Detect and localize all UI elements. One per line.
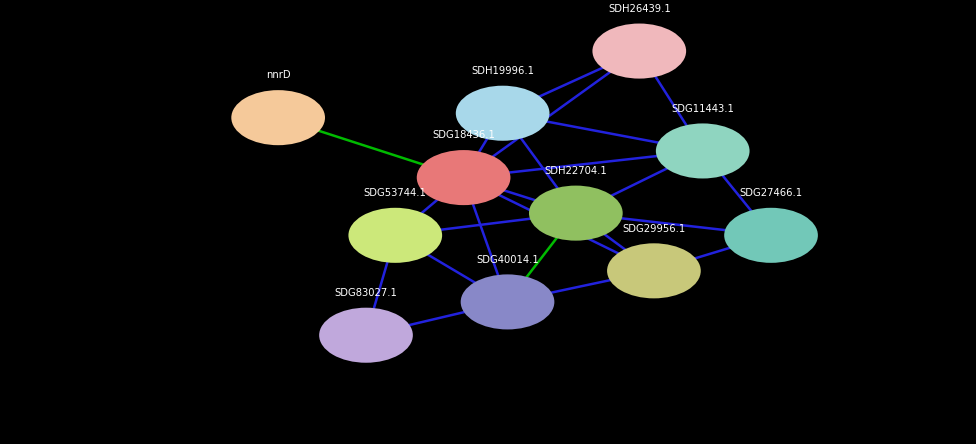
Ellipse shape bbox=[348, 208, 442, 263]
Ellipse shape bbox=[592, 24, 686, 79]
Ellipse shape bbox=[461, 274, 554, 329]
Text: SDG29956.1: SDG29956.1 bbox=[623, 223, 685, 234]
Text: SDG53744.1: SDG53744.1 bbox=[364, 188, 427, 198]
Ellipse shape bbox=[656, 123, 750, 178]
Ellipse shape bbox=[607, 243, 701, 298]
Text: SDH22704.1: SDH22704.1 bbox=[545, 166, 607, 176]
Ellipse shape bbox=[529, 186, 623, 241]
Text: SDG18436.1: SDG18436.1 bbox=[432, 130, 495, 140]
Text: SDG11443.1: SDG11443.1 bbox=[671, 103, 734, 114]
Ellipse shape bbox=[231, 90, 325, 145]
Text: SDG83027.1: SDG83027.1 bbox=[335, 288, 397, 298]
Ellipse shape bbox=[417, 150, 510, 205]
Text: SDG40014.1: SDG40014.1 bbox=[476, 254, 539, 265]
Text: SDH26439.1: SDH26439.1 bbox=[608, 4, 671, 14]
Ellipse shape bbox=[319, 308, 413, 363]
Text: SDG27466.1: SDG27466.1 bbox=[740, 188, 802, 198]
Ellipse shape bbox=[724, 208, 818, 263]
Ellipse shape bbox=[456, 86, 549, 141]
Text: SDH19996.1: SDH19996.1 bbox=[471, 66, 534, 76]
Text: nnrD: nnrD bbox=[265, 70, 291, 80]
